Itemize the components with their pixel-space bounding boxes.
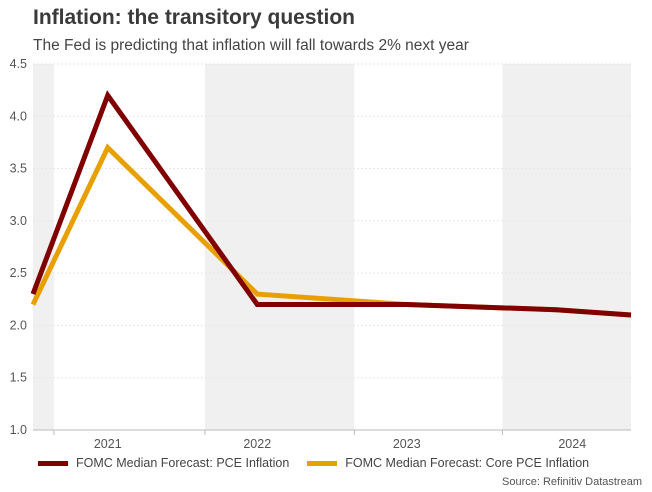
y-tick-label: 4.0 bbox=[10, 109, 27, 123]
y-tick-label: 1.5 bbox=[10, 371, 27, 385]
y-tick-label: 3.5 bbox=[10, 162, 27, 176]
x-tick-label: 2023 bbox=[393, 437, 421, 451]
x-axis-ticks: 2021 2022 2023 2024 bbox=[53, 430, 586, 451]
legend-label-pce: FOMC Median Forecast: PCE Inflation bbox=[76, 456, 290, 470]
y-tick-label: 4.5 bbox=[10, 57, 27, 71]
background-bands bbox=[33, 64, 631, 430]
background-band bbox=[204, 64, 355, 430]
y-tick-label: 2.5 bbox=[10, 266, 27, 280]
legend-item-core-pce: FOMC Median Forecast: Core PCE Inflation bbox=[307, 456, 589, 470]
x-tick-label: 2024 bbox=[558, 437, 586, 451]
chart-subtitle: The Fed is predicting that inflation wil… bbox=[33, 37, 469, 54]
source-note: Source: Refinitiv Datastream bbox=[502, 476, 642, 488]
series-line-pce bbox=[30, 90, 632, 318]
x-tick-label: 2022 bbox=[243, 437, 271, 451]
background-band bbox=[33, 64, 54, 430]
y-axis-ticks: 1.0 1.5 2.0 2.5 3.0 3.5 4.0 4.5 bbox=[10, 57, 27, 437]
y-tick-label: 2.0 bbox=[10, 318, 27, 332]
legend-item-pce: FOMC Median Forecast: PCE Inflation bbox=[38, 456, 289, 470]
y-tick-label: 1.0 bbox=[10, 423, 27, 437]
legend-swatch-pce bbox=[38, 460, 68, 466]
legend: FOMC Median Forecast: PCE Inflation FOMC… bbox=[38, 456, 607, 470]
y-tick-label: 3.0 bbox=[10, 214, 27, 228]
legend-label-core-pce: FOMC Median Forecast: Core PCE Inflation bbox=[345, 456, 590, 470]
series-lines bbox=[30, 90, 632, 318]
x-tick-label: 2021 bbox=[94, 437, 122, 451]
background-band bbox=[354, 64, 503, 430]
background-band bbox=[53, 64, 205, 430]
background-band bbox=[502, 64, 631, 430]
chart-title: Inflation: the transitory question bbox=[33, 6, 356, 29]
legend-swatch-core-pce bbox=[307, 460, 338, 466]
